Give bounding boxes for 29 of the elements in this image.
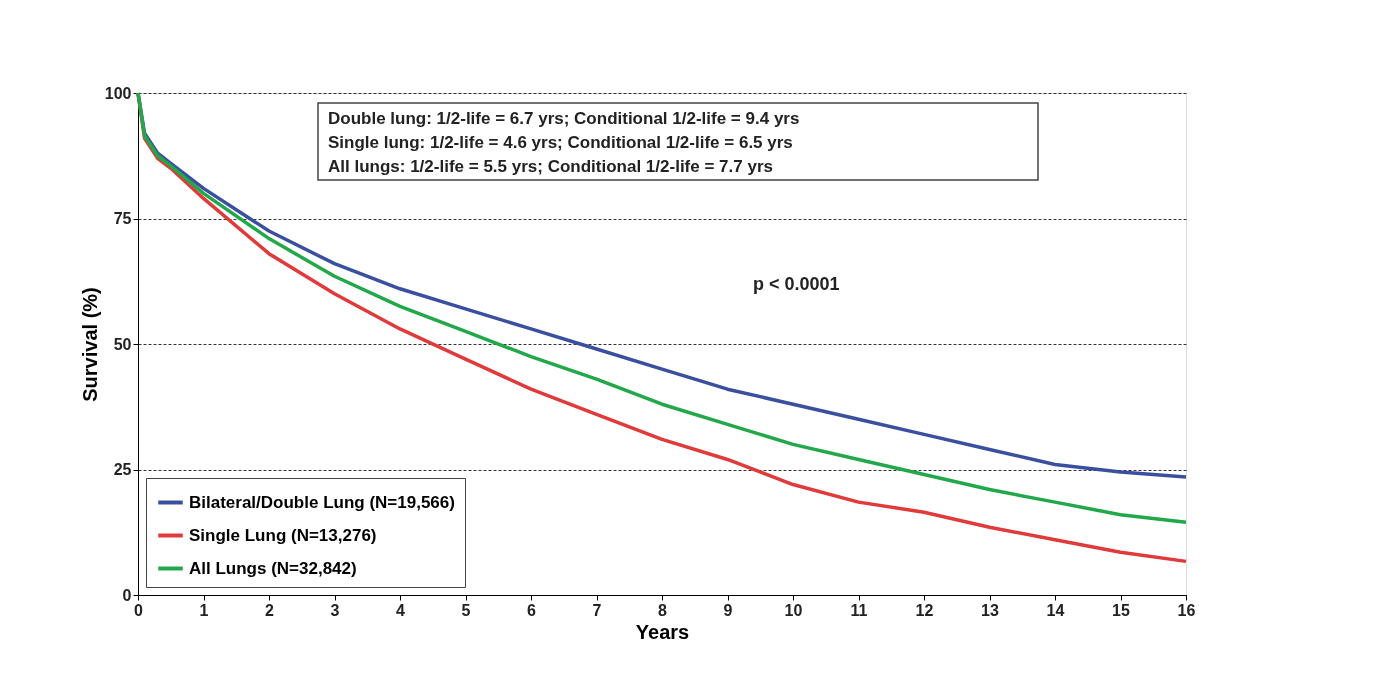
x-tick-label: 16 — [1177, 601, 1196, 619]
x-tick-label: 3 — [330, 601, 340, 619]
x-tick-label: 0 — [134, 601, 144, 619]
x-tick-label: 1 — [199, 601, 209, 619]
y-tick-label: 25 — [113, 461, 132, 478]
y-axis-title: Survival (%) — [78, 287, 101, 402]
y-tick-label: 100 — [104, 84, 132, 102]
y-tick-label: 0 — [122, 586, 132, 604]
x-tick-label: 11 — [850, 601, 868, 619]
x-tick-label: 6 — [527, 601, 537, 619]
legend-label: Bilateral/Double Lung (N=19,566) — [189, 492, 455, 512]
y-tick-label: 75 — [113, 210, 132, 227]
x-axis-title: Years — [635, 620, 690, 643]
annotation: p < 0.0001 — [753, 274, 840, 294]
x-tick-label: 12 — [915, 601, 934, 619]
x-tick-label: 5 — [461, 601, 471, 619]
legend-label: All Lungs (N=32,842) — [189, 558, 357, 578]
x-tick-label: 2 — [265, 601, 275, 619]
x-tick-label: 8 — [658, 601, 668, 619]
x-tick-label: 10 — [784, 601, 803, 619]
x-tick-label: 7 — [592, 601, 602, 619]
x-tick-label: 15 — [1112, 601, 1130, 619]
legend-label: Single Lung (N=13,276) — [189, 525, 377, 545]
x-tick-label: 4 — [396, 601, 406, 619]
x-tick-label: 13 — [981, 601, 999, 619]
x-tick-label: 9 — [723, 601, 733, 619]
annotation: Double lung: 1/2-life = 6.7 yrs; Conditional 1/2-life = 9.4 yrs Single lung: 1/2-life = 4.6 yrs; Conditional 1/2-life = 6.5 yrs All lungs: 1/2-life = 5.5 yrs; Conditional 1/2-life = 7.7 yrs — [328, 109, 800, 176]
x-tick-label: 14 — [1046, 601, 1065, 619]
y-tick-label: 50 — [113, 335, 132, 353]
